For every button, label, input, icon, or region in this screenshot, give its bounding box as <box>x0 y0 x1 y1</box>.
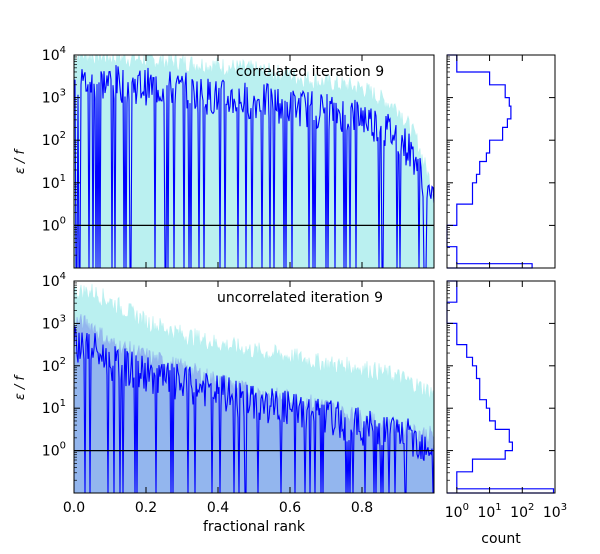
xlabel-fractional-rank: fractional rank <box>203 519 306 535</box>
xtick-label: 0.6 <box>279 500 301 516</box>
xtick-label: 0.0 <box>63 500 85 516</box>
correlated-title: correlated iteration 9 <box>236 64 384 80</box>
hist-xtick-exponent: 3 <box>561 502 567 513</box>
ytick-exponent: 1 <box>60 173 66 184</box>
ylabel-top: ε / f <box>13 147 28 174</box>
plot-frame <box>73 280 435 494</box>
histogram-frame <box>446 280 556 494</box>
ytick-exponent: 4 <box>60 271 66 282</box>
ytick-exponent: 2 <box>60 356 66 367</box>
ytick-exponent: 4 <box>60 45 66 56</box>
ytick-exponent: 0 <box>60 441 66 452</box>
xlabel-count: count <box>481 531 521 547</box>
ytick-exponent: 1 <box>60 398 66 409</box>
ytick-exponent: 2 <box>60 130 66 141</box>
ytick-exponent: 3 <box>60 88 66 99</box>
plot-area <box>74 55 434 268</box>
plot-area <box>74 283 434 493</box>
xtick-label: 0.2 <box>135 500 157 516</box>
plot-frame <box>73 54 435 269</box>
ytick-exponent: 3 <box>60 313 66 324</box>
ylabel-bottom: ε / f <box>13 373 28 400</box>
xtick-label: 0.4 <box>207 500 229 516</box>
hist-xtick-exponent: 0 <box>463 502 469 513</box>
series-median-line <box>74 65 434 268</box>
series-median-line <box>74 326 434 493</box>
xtick-label: 0.8 <box>351 500 373 516</box>
uncorrelated-title: uncorrelated iteration 9 <box>217 290 383 306</box>
hist-xtick-exponent: 2 <box>528 502 534 513</box>
uncorrelated-histogram: 100 101 102 103 <box>445 280 567 521</box>
histogram-step <box>446 280 555 494</box>
hist-xtick-exponent: 1 <box>495 502 501 513</box>
correlated-histogram <box>446 54 556 269</box>
histogram-frame <box>446 54 556 269</box>
ytick-exponent: 0 <box>60 215 66 226</box>
